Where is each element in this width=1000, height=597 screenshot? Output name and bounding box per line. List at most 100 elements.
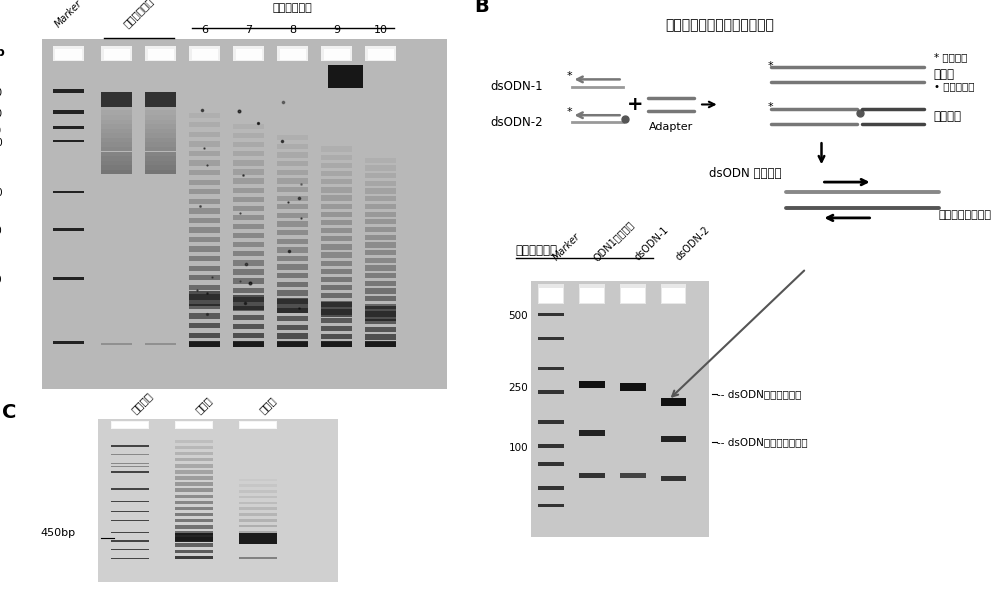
Bar bbox=[111, 454, 149, 455]
Bar bbox=[111, 488, 149, 490]
Bar bbox=[233, 340, 264, 347]
Bar bbox=[145, 115, 176, 119]
Bar bbox=[176, 422, 212, 429]
Bar bbox=[277, 316, 308, 321]
Bar bbox=[321, 163, 352, 168]
Bar bbox=[321, 204, 352, 209]
Bar bbox=[538, 313, 564, 316]
Text: 连接衬接接头: 连接衬接接头 bbox=[516, 244, 558, 257]
Bar bbox=[538, 284, 564, 304]
Text: * 硫代硫酸: * 硫代硫酸 bbox=[934, 52, 967, 61]
Text: • 磷酸化修饰: • 磷酸化修饰 bbox=[934, 82, 974, 91]
Bar bbox=[53, 278, 84, 279]
Bar bbox=[189, 132, 220, 137]
Text: 8000: 8000 bbox=[0, 88, 2, 99]
Bar bbox=[175, 494, 213, 498]
Bar bbox=[101, 165, 132, 170]
Bar bbox=[620, 473, 646, 478]
Text: 回收后: 回收后 bbox=[258, 395, 278, 416]
Bar bbox=[239, 507, 277, 510]
Bar bbox=[233, 315, 264, 320]
Bar bbox=[365, 250, 396, 255]
Bar bbox=[368, 49, 394, 60]
Bar bbox=[175, 421, 213, 429]
Bar bbox=[101, 98, 132, 101]
Bar bbox=[321, 171, 352, 176]
Bar bbox=[189, 256, 220, 261]
Bar bbox=[189, 313, 220, 319]
Bar bbox=[189, 227, 220, 233]
Bar bbox=[175, 533, 213, 542]
Bar bbox=[239, 557, 277, 559]
Text: 250: 250 bbox=[0, 226, 2, 236]
Bar bbox=[112, 422, 148, 429]
Bar bbox=[145, 93, 176, 96]
Text: 450bp: 450bp bbox=[40, 528, 76, 538]
Bar bbox=[365, 242, 396, 248]
Bar bbox=[175, 439, 213, 443]
Text: dsODN-1: dsODN-1 bbox=[633, 225, 671, 263]
Bar bbox=[233, 278, 264, 284]
Bar bbox=[365, 319, 396, 324]
Bar bbox=[321, 220, 352, 225]
Bar bbox=[365, 304, 396, 309]
Bar bbox=[321, 340, 352, 347]
Bar bbox=[365, 47, 396, 61]
Bar bbox=[175, 452, 213, 456]
Bar bbox=[365, 288, 396, 294]
Bar bbox=[145, 129, 176, 133]
Bar bbox=[277, 213, 308, 218]
Bar bbox=[233, 170, 264, 175]
Text: Marker: Marker bbox=[53, 0, 84, 29]
Bar bbox=[321, 146, 352, 152]
Bar bbox=[145, 133, 176, 138]
Bar bbox=[189, 122, 220, 128]
Bar bbox=[53, 191, 84, 193]
Text: -- dsODN过连衬接接头: -- dsODN过连衬接接头 bbox=[717, 389, 801, 399]
Bar bbox=[661, 284, 686, 304]
Bar bbox=[101, 119, 132, 124]
Bar bbox=[111, 511, 149, 512]
Bar bbox=[175, 525, 213, 528]
Bar bbox=[277, 247, 308, 253]
Bar bbox=[175, 476, 213, 480]
Bar bbox=[277, 334, 308, 338]
Bar bbox=[104, 49, 130, 60]
Bar bbox=[233, 151, 264, 156]
Bar bbox=[233, 206, 264, 211]
Bar bbox=[145, 124, 176, 128]
Bar bbox=[233, 324, 264, 329]
Bar bbox=[277, 282, 308, 287]
Bar bbox=[233, 306, 264, 311]
Text: C: C bbox=[2, 404, 16, 422]
Bar bbox=[101, 47, 132, 61]
Bar bbox=[101, 115, 132, 119]
Bar bbox=[189, 208, 220, 214]
Bar bbox=[365, 227, 396, 232]
Bar bbox=[239, 525, 277, 527]
Bar bbox=[189, 47, 220, 61]
Bar bbox=[538, 367, 564, 370]
Bar bbox=[365, 334, 396, 340]
Bar bbox=[321, 309, 352, 315]
Bar bbox=[101, 170, 132, 174]
Bar bbox=[321, 212, 352, 217]
Bar bbox=[661, 398, 686, 406]
Bar bbox=[175, 464, 213, 467]
Bar bbox=[175, 458, 213, 461]
Bar bbox=[365, 257, 396, 263]
Text: 防止衬接接头过连接设计方案: 防止衬接接头过连接设计方案 bbox=[665, 18, 774, 32]
Bar bbox=[175, 549, 213, 553]
Bar bbox=[365, 211, 396, 217]
Text: Adapter: Adapter bbox=[649, 122, 693, 133]
Text: 超声循环数目: 超声循环数目 bbox=[273, 2, 313, 13]
Bar bbox=[111, 549, 149, 550]
Bar bbox=[175, 556, 213, 559]
Bar bbox=[277, 152, 308, 158]
Bar bbox=[236, 49, 262, 60]
Bar bbox=[661, 436, 686, 442]
Bar bbox=[101, 101, 132, 104]
Bar bbox=[365, 196, 396, 201]
Bar bbox=[277, 290, 308, 296]
Bar bbox=[324, 49, 350, 60]
